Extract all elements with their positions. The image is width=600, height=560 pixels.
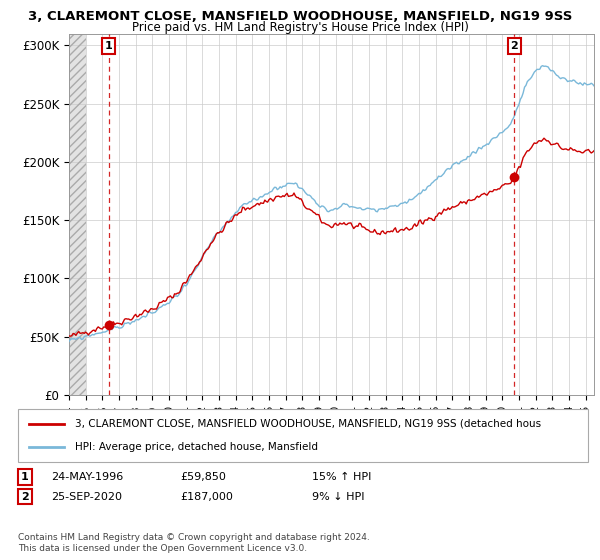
Text: 24-MAY-1996: 24-MAY-1996 — [51, 472, 123, 482]
Text: 25-SEP-2020: 25-SEP-2020 — [51, 492, 122, 502]
Text: £59,850: £59,850 — [180, 472, 226, 482]
Text: £187,000: £187,000 — [180, 492, 233, 502]
Text: HPI: Average price, detached house, Mansfield: HPI: Average price, detached house, Mans… — [75, 442, 318, 452]
Bar — [69, 34, 86, 395]
Text: 2: 2 — [511, 41, 518, 52]
Text: 3, CLAREMONT CLOSE, MANSFIELD WOODHOUSE, MANSFIELD, NG19 9SS: 3, CLAREMONT CLOSE, MANSFIELD WOODHOUSE,… — [28, 10, 572, 22]
Bar — [69, 34, 86, 395]
Text: 15% ↑ HPI: 15% ↑ HPI — [312, 472, 371, 482]
Text: 1: 1 — [104, 41, 112, 52]
Text: Price paid vs. HM Land Registry's House Price Index (HPI): Price paid vs. HM Land Registry's House … — [131, 21, 469, 34]
FancyBboxPatch shape — [18, 409, 588, 462]
Text: Contains HM Land Registry data © Crown copyright and database right 2024.
This d: Contains HM Land Registry data © Crown c… — [18, 533, 370, 553]
Text: 9% ↓ HPI: 9% ↓ HPI — [312, 492, 365, 502]
Text: 2: 2 — [21, 492, 29, 502]
Text: 3, CLAREMONT CLOSE, MANSFIELD WOODHOUSE, MANSFIELD, NG19 9SS (detached hous: 3, CLAREMONT CLOSE, MANSFIELD WOODHOUSE,… — [75, 419, 541, 429]
Text: 1: 1 — [21, 472, 29, 482]
